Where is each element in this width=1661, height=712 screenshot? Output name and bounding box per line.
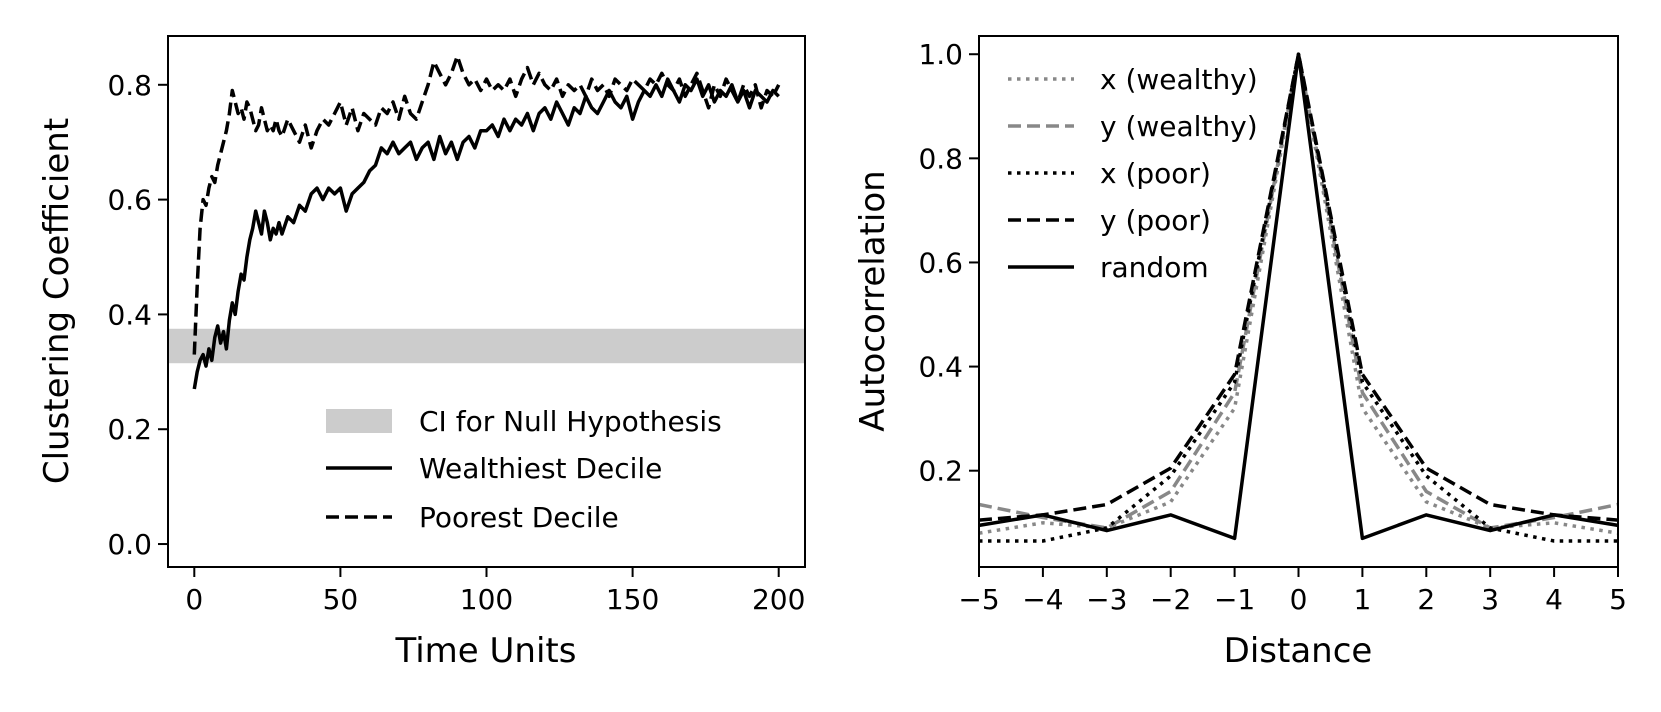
right-y-tick-label: 0.6 — [918, 246, 963, 279]
right-series-random — [978, 52, 1619, 541]
legend-label-x-poor: x (poor) — [1100, 157, 1211, 190]
legend-label-y-poor: y (poor) — [1100, 204, 1211, 237]
left-y-tick-label: 0.2 — [107, 413, 152, 446]
left-legend: CI for Null Hypothesis Wealthiest Decile… — [326, 405, 722, 534]
right-series-y-poor — [978, 52, 1619, 522]
left-x-tick-label: 0 — [185, 583, 203, 616]
right-x-tick-label: 1 — [1353, 583, 1371, 616]
right-y-tick-label: 1.0 — [918, 38, 963, 71]
left-axes-frame — [167, 35, 806, 568]
left-chart-panel: 0 50 100 150 200 0.00.20.40.60.8 Time Units … — [37, 35, 806, 671]
right-x-tick-label: 2 — [1417, 583, 1435, 616]
right-plot-area — [978, 52, 1619, 543]
legend-label-x-wealthy: x (wealthy) — [1100, 63, 1258, 96]
right-chart-panel: −5 −4 −3 −2 −1 0 1 2 3 4 5 0.2 0.4 0.6 0.8 1.0 Distanc… — [853, 35, 1627, 671]
right-x-tick-label: 5 — [1609, 583, 1627, 616]
right-x-ticks: −5 −4 −3 −2 −1 0 1 2 3 4 5 — [958, 567, 1627, 616]
right-series-x-poor — [979, 52, 1618, 543]
legend-label-ci-band: CI for Null Hypothesis — [419, 405, 722, 438]
left-ci-band — [168, 328, 805, 364]
right-x-tick-label: −2 — [1150, 583, 1191, 616]
right-x-tick-label: −4 — [1022, 583, 1063, 616]
right-axes-frame — [978, 35, 1619, 568]
left-y-ticks: 0.0 0.2 0.4 0.6 0.8 — [107, 69, 168, 561]
right-y-ticks: 0.2 0.4 0.6 0.8 1.0 — [918, 38, 979, 488]
right-series-y-wealthy — [978, 52, 1619, 530]
legend-label-y-wealthy: y (wealthy) — [1100, 110, 1258, 143]
legend-swatch-ci-band — [326, 409, 392, 433]
left-plot-area — [168, 54, 805, 390]
legend-label-random: random — [1100, 251, 1209, 284]
right-x-tick-label: 0 — [1290, 583, 1308, 616]
right-x-tick-label: 3 — [1481, 583, 1499, 616]
right-x-tick-label: −5 — [958, 583, 999, 616]
left-x-ticks: 0 50 100 150 200 — [185, 567, 805, 616]
right-y-axis-label: Autocorrelation — [853, 170, 893, 431]
legend-label-poorest: Poorest Decile — [419, 501, 619, 534]
left-y-tick-label: 0.4 — [107, 298, 152, 331]
legend-label-wealthiest: Wealthiest Decile — [419, 452, 662, 485]
left-series-poorest-decile — [192, 54, 781, 355]
left-y-tick-label: 0.6 — [107, 184, 152, 217]
left-x-tick-label: 50 — [323, 583, 359, 616]
left-y-tick-label: 0.8 — [107, 69, 152, 102]
right-x-axis-label: Distance — [1224, 631, 1373, 671]
right-x-tick-label: −3 — [1086, 583, 1127, 616]
left-x-tick-label: 100 — [460, 583, 513, 616]
left-x-axis-label: Time Units — [395, 631, 577, 671]
right-legend: x (wealthy) y (wealthy) x (poor) y (poor… — [1008, 63, 1258, 284]
right-y-tick-label: 0.4 — [918, 351, 963, 384]
left-y-axis-label: Clustering Coefficient — [37, 118, 77, 484]
right-x-tick-label: 4 — [1545, 583, 1563, 616]
right-x-tick-label: −1 — [1214, 583, 1255, 616]
left-x-tick-label: 200 — [752, 583, 805, 616]
left-y-tick-label: 0.0 — [107, 528, 152, 561]
right-y-tick-label: 0.8 — [918, 142, 963, 175]
left-x-tick-label: 150 — [606, 583, 659, 616]
right-y-tick-label: 0.2 — [918, 455, 963, 488]
right-series-x-wealthy — [978, 52, 1619, 535]
